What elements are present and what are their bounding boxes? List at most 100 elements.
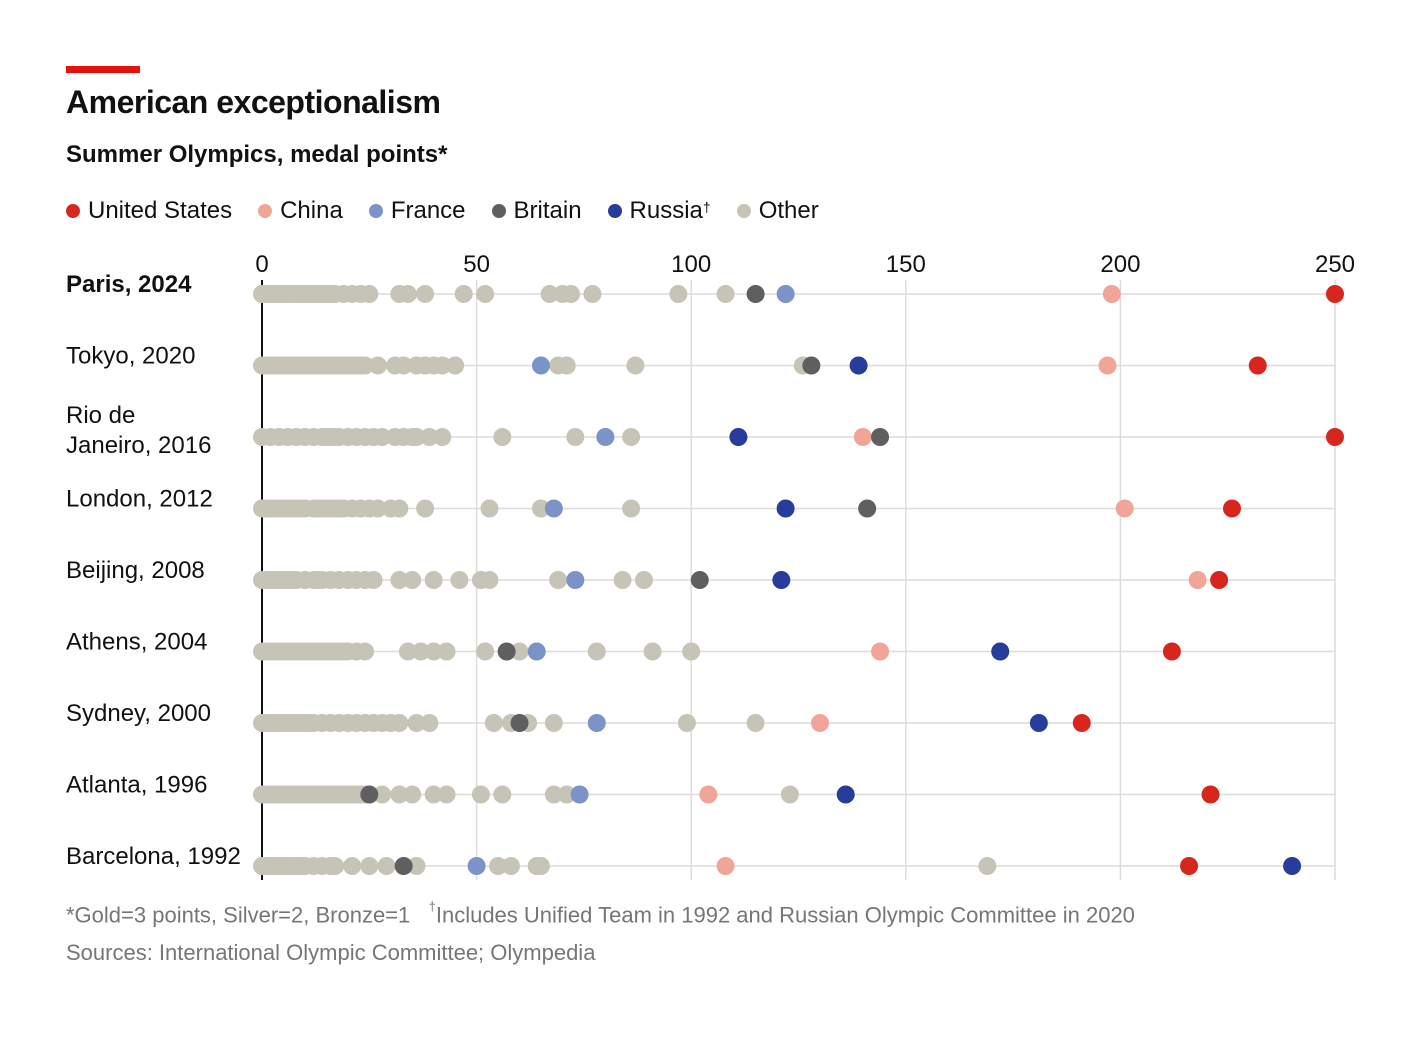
footnote-dagger-text: Includes Unified Team in 1992 and Russia…: [435, 902, 1135, 928]
row-label: Athens, 2004: [66, 629, 207, 656]
accent-bar: [66, 66, 140, 73]
dot-russia: [991, 642, 1010, 661]
dot-other: [390, 499, 409, 518]
dot-other: [424, 642, 443, 661]
dot-other: [510, 642, 529, 661]
dot-other: [677, 714, 696, 732]
legend-item-china: China: [258, 197, 343, 225]
dot-us: [1210, 571, 1229, 589]
dot-other: [471, 785, 490, 804]
dot-other: [390, 714, 409, 732]
dot-other: [416, 499, 435, 518]
dot-china: [1102, 285, 1121, 303]
dot-russia: [836, 785, 855, 804]
dot-other: [540, 285, 559, 303]
dot-other: [669, 285, 688, 303]
dot-other: [398, 642, 417, 661]
dot-other: [424, 571, 443, 589]
dot-other: [566, 428, 585, 446]
dot-other: [780, 785, 799, 804]
legend-label-france: France: [390, 197, 466, 224]
dot-us: [1162, 642, 1181, 661]
dot-britain: [802, 356, 821, 375]
dot-other: [407, 428, 426, 446]
dot-britain: [746, 285, 765, 303]
dot-other: [531, 857, 550, 875]
legend-item-us: United States: [66, 197, 232, 225]
footnote-asterisk: *Gold=3 points, Silver=2, Bronze=1: [66, 902, 411, 928]
footnote: *Gold=3 points, Silver=2, Bronze=1 †Incl…: [66, 899, 1135, 928]
dot-other: [557, 356, 576, 375]
dot-us: [1248, 356, 1267, 375]
dot-other: [356, 642, 375, 661]
dot-britain: [871, 428, 890, 446]
row-label: Tokyo, 2020: [66, 343, 195, 370]
dot-china: [1188, 571, 1207, 589]
dot-russia: [1029, 714, 1048, 732]
row-label: Beijing, 2008: [66, 557, 205, 584]
dot-other: [373, 785, 392, 804]
dot-other: [476, 642, 495, 661]
dot-russia: [849, 356, 868, 375]
dot-other: [587, 642, 606, 661]
dot-china: [810, 714, 829, 732]
legend-label-china: China: [280, 197, 343, 224]
dot-other: [484, 714, 503, 732]
x-tick-label: 100: [671, 251, 711, 278]
row-label: Sydney, 2000: [66, 700, 211, 727]
source-note: Sources: International Olympic Committee…: [66, 940, 596, 965]
legend-swatch-other: [736, 204, 751, 218]
x-tick-label: 50: [463, 251, 490, 278]
dot-other: [446, 356, 465, 375]
dot-other: [622, 428, 641, 446]
dot-other: [373, 428, 392, 446]
legend-label-us: United States: [88, 197, 233, 224]
dot-britain: [510, 714, 529, 732]
dot-us: [1326, 285, 1344, 303]
legend-item-france: France: [368, 197, 466, 225]
dot-france: [587, 714, 606, 732]
dot-china: [1098, 356, 1117, 375]
x-tick-label: 200: [1100, 251, 1140, 278]
dot-france: [467, 857, 486, 875]
dot-china: [1115, 499, 1134, 518]
footnote-dagger: †: [428, 899, 436, 914]
dot-other: [557, 785, 576, 804]
dot-britain: [497, 642, 516, 661]
dot-other: [476, 285, 495, 303]
x-tick-label: 0: [255, 251, 268, 278]
legend-label-russia: Russia: [629, 197, 703, 224]
dot-russia: [776, 499, 795, 518]
dot-other: [480, 571, 499, 589]
legend-swatch-us: [66, 204, 80, 218]
dot-france: [776, 285, 795, 303]
dot-other: [390, 785, 409, 804]
dot-other: [437, 785, 456, 804]
dot-britain: [690, 571, 709, 589]
dot-other: [643, 642, 662, 661]
dot-other: [416, 285, 435, 303]
dot-china: [716, 857, 735, 875]
dot-other: [433, 356, 452, 375]
dot-other: [368, 356, 387, 375]
legend-swatch-russia: [607, 204, 622, 218]
dot-france: [544, 499, 563, 518]
dot-france: [527, 642, 546, 661]
dot-france: [570, 785, 589, 804]
dot-us: [1180, 857, 1199, 875]
dot-other: [716, 285, 735, 303]
dot-france: [531, 356, 550, 375]
dot-other: [437, 642, 456, 661]
legend-item-russia: Russia †: [607, 197, 711, 225]
dot-other: [544, 714, 563, 732]
legend-label-other: Other: [758, 197, 819, 224]
dot-other: [531, 499, 550, 518]
dot-britain: [360, 785, 379, 804]
dot-other: [325, 857, 344, 875]
dot-france: [566, 571, 585, 589]
row-label: London, 2012: [66, 486, 213, 513]
dot-other: [403, 785, 422, 804]
dot-other: [420, 714, 439, 732]
dot-other: [411, 642, 430, 661]
dot-other: [420, 428, 439, 446]
